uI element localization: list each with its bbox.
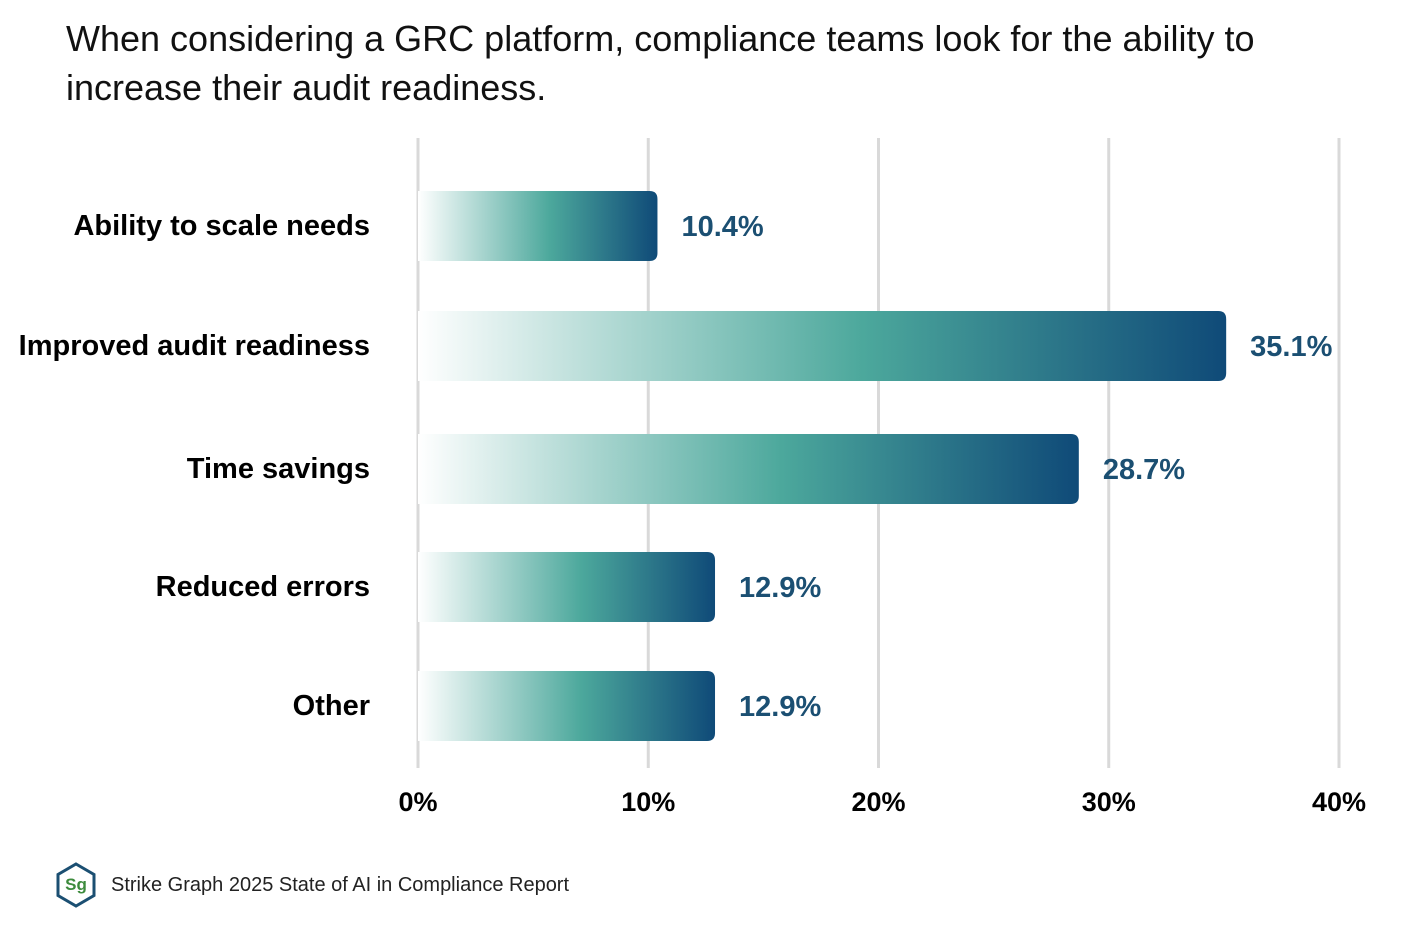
bar	[418, 552, 716, 622]
x-tick-label: 30%	[1082, 787, 1136, 817]
x-tick-label: 20%	[851, 787, 905, 817]
bar	[418, 311, 1227, 381]
category-label: Other	[293, 690, 370, 722]
bar	[418, 191, 658, 261]
bar	[418, 671, 716, 741]
hexagon-icon	[56, 862, 96, 908]
value-label: 10.4%	[681, 211, 763, 243]
x-tick-label: 10%	[621, 787, 675, 817]
labels: 0% 10% 20% 30% 40% Ability to scale needs 10.4…	[19, 210, 1366, 817]
x-tick-label: 0%	[398, 787, 437, 817]
value-label: 12.9%	[739, 572, 821, 604]
footer: Sg Strike Graph 2025 State of AI in Comp…	[55, 862, 569, 908]
chart-title: When considering a GRC platform, complia…	[66, 18, 1255, 108]
category-label: Ability to scale needs	[73, 210, 370, 242]
value-label: 12.9%	[739, 691, 821, 723]
value-label: 28.7%	[1103, 454, 1185, 486]
category-label: Time savings	[187, 453, 370, 485]
bar	[418, 434, 1079, 504]
logo-text: Sg	[65, 875, 87, 894]
strike-graph-logo: Sg	[55, 862, 97, 908]
bars	[418, 191, 1227, 741]
value-label: 35.1%	[1250, 331, 1332, 363]
source-text: Strike Graph 2025 State of AI in Complia…	[111, 873, 570, 896]
x-tick-label: 40%	[1312, 787, 1366, 817]
category-label: Improved audit readiness	[19, 330, 370, 362]
category-label: Reduced errors	[156, 571, 370, 603]
